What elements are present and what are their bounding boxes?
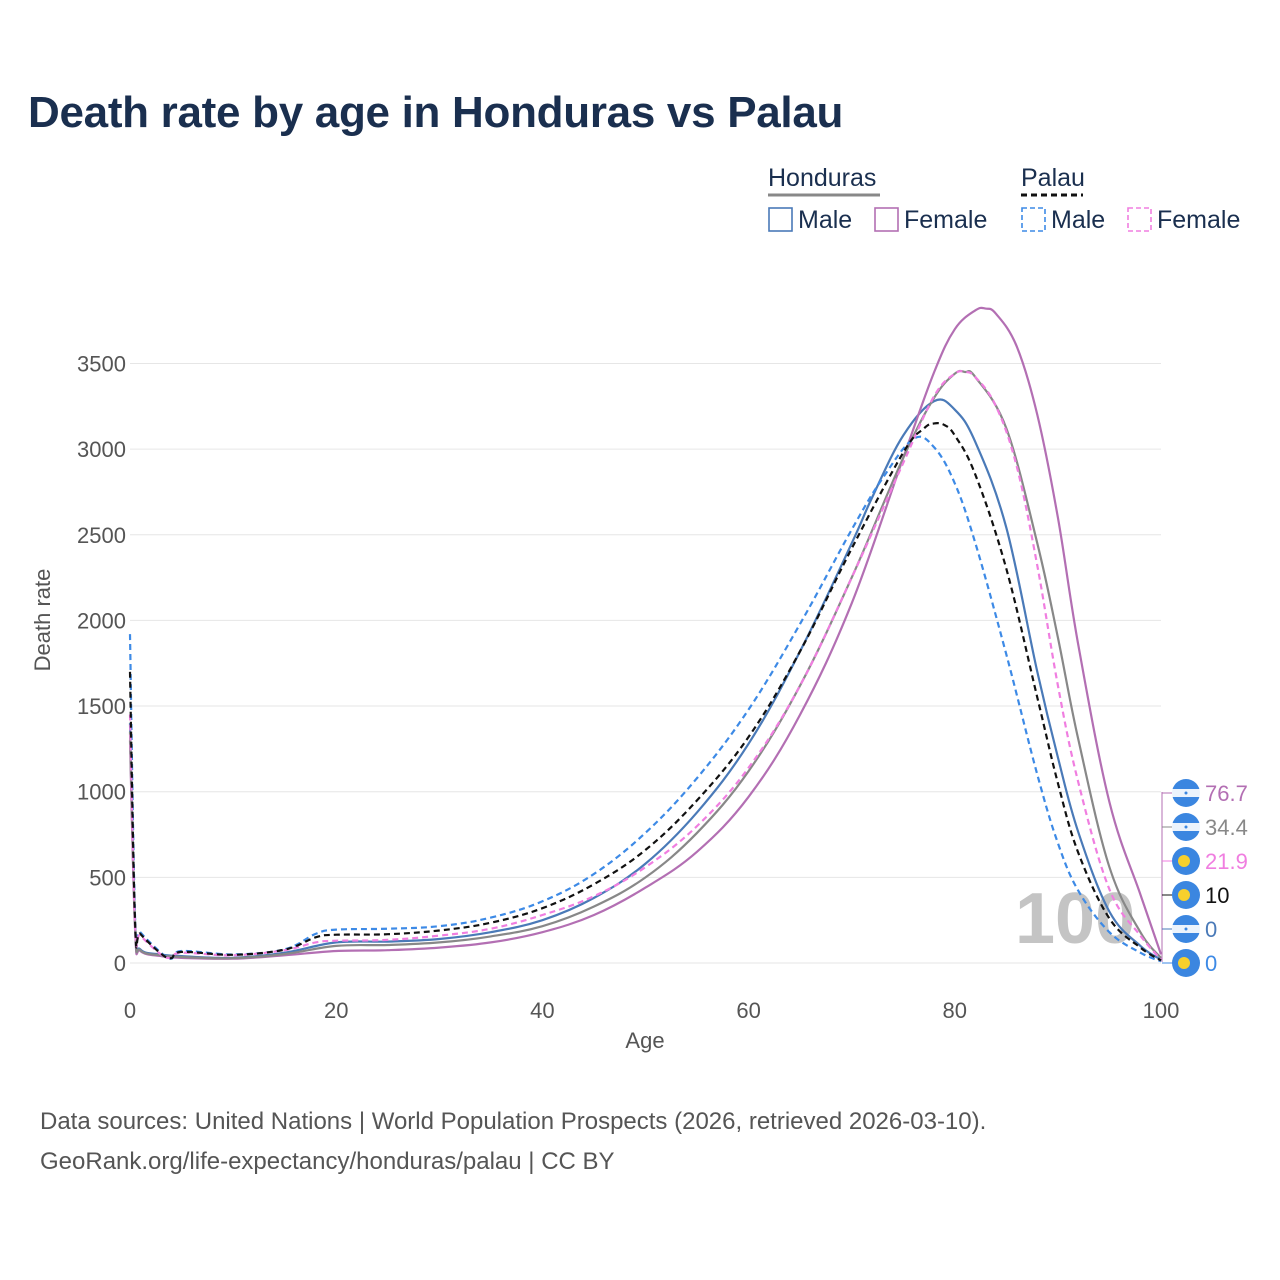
flag-moon	[1178, 957, 1190, 969]
series-line-honduras-female	[128, 306, 1163, 960]
series-line-honduras-total	[128, 369, 1162, 960]
end-label-palau-total: 10	[1162, 881, 1229, 909]
end-label-honduras-total: 34.4	[1162, 813, 1248, 841]
flag-star	[1184, 825, 1188, 829]
end-labels: 76.7 34.4 21.9 10 0 0	[1161, 779, 1248, 977]
end-label-palau-female: 21.9	[1162, 847, 1248, 875]
series-line-palau-female	[128, 369, 1162, 961]
legend-group-title: Honduras	[768, 164, 876, 192]
y-tick-label: 3500	[77, 351, 126, 376]
legend-label-female: Female	[904, 206, 987, 234]
series-line-palau-total	[128, 422, 1162, 962]
end-label-value: 0	[1205, 951, 1217, 976]
end-label-value: 21.9	[1205, 849, 1248, 874]
legend-label-male: Male	[798, 206, 852, 234]
x-tick-label: 80	[943, 998, 967, 1023]
end-label-palau-male: 0	[1162, 949, 1217, 977]
legend-swatch-male	[1021, 207, 1046, 232]
y-axis: 0 500 1000 1500 2000 2500 3000 3500	[77, 351, 126, 976]
legend-label-male: Male	[1051, 206, 1105, 234]
series-line-honduras-male	[128, 398, 1162, 961]
end-label-value: 10	[1205, 883, 1229, 908]
footer-link: GeoRank.org/life-expectancy/honduras/pal…	[40, 1148, 615, 1175]
flag-moon	[1178, 855, 1190, 867]
x-axis: 0 20 40 60 80 100	[124, 998, 1179, 1023]
x-tick-label: 20	[324, 998, 348, 1023]
y-tick-label: 1500	[77, 694, 126, 719]
y-tick-label: 500	[89, 865, 126, 890]
y-axis-title: Death rate	[30, 569, 55, 672]
flag-star	[1184, 791, 1188, 795]
y-tick-label: 2000	[77, 608, 126, 633]
end-label-honduras-female: 76.7	[1162, 779, 1248, 807]
y-tick-label: 1000	[77, 780, 126, 805]
chart-title: Death rate by age in Honduras vs Palau	[28, 88, 844, 137]
x-tick-label: 60	[736, 998, 760, 1023]
legend-swatch-female	[874, 207, 899, 232]
end-label-value: 34.4	[1205, 815, 1248, 840]
y-tick-label: 3000	[77, 437, 126, 462]
end-label-honduras-male: 0	[1162, 915, 1217, 943]
legend: Honduras Male Female Palau Male Female	[768, 164, 1240, 234]
flag-star	[1184, 927, 1188, 931]
x-tick-label: 100	[1143, 998, 1180, 1023]
x-tick-label: 40	[530, 998, 554, 1023]
legend-group-palau: Palau Male Female	[1021, 164, 1240, 234]
end-label-value: 76.7	[1205, 781, 1248, 806]
y-tick-label: 0	[114, 951, 126, 976]
footer-sources: Data sources: United Nations | World Pop…	[40, 1108, 987, 1135]
x-axis-title: Age	[625, 1028, 664, 1053]
y-tick-label: 2500	[77, 523, 126, 548]
series-lines	[128, 306, 1163, 963]
legend-swatch-female	[1127, 207, 1152, 232]
line-chart: Honduras Male Female Palau Male Female 0 500 10…	[30, 164, 1248, 1053]
legend-group-honduras: Honduras Male Female	[768, 164, 987, 234]
legend-swatch-male	[768, 207, 793, 232]
series-line-palau-male	[128, 435, 1162, 963]
grid-lines	[130, 362, 1161, 964]
end-label-value: 0	[1205, 917, 1217, 942]
flag-moon	[1178, 889, 1190, 901]
legend-group-title: Palau	[1021, 164, 1085, 192]
legend-label-female: Female	[1157, 206, 1240, 234]
x-tick-label: 0	[124, 998, 136, 1023]
